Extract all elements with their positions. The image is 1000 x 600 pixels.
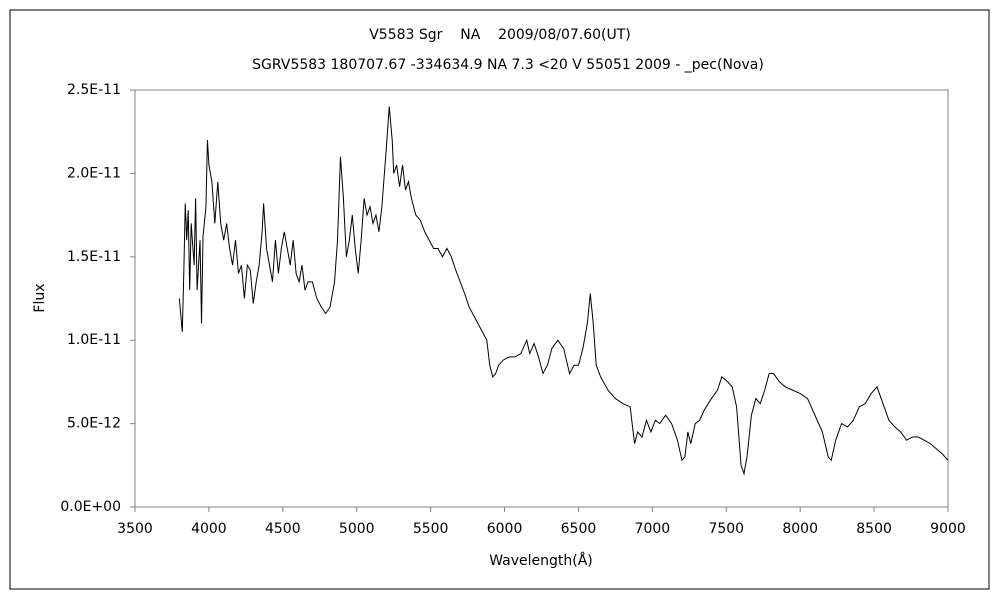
plot-area: [134, 89, 949, 508]
x-tick-label: 7000: [635, 521, 671, 537]
x-tick-label: 8500: [856, 521, 892, 537]
x-tick-label: 6500: [561, 521, 597, 537]
chart-title: V5583 Sgr NA 2009/08/07.60(UT): [369, 27, 631, 43]
x-tick-label: 4000: [191, 521, 227, 537]
x-tick-label: 5500: [413, 521, 449, 537]
y-tick-label: 0.0E+00: [60, 499, 121, 515]
x-tick-label: 3500: [117, 521, 153, 537]
x-tick-label: 4500: [265, 521, 301, 537]
y-axis-label: Flux: [32, 283, 48, 312]
y-tick-label: 2.5E-11: [67, 82, 121, 98]
spectrum-line: [178, 106, 949, 476]
x-tick-label: 7500: [708, 521, 744, 537]
x-tick-label: 8000: [782, 521, 818, 537]
x-tick-label: 6000: [487, 521, 523, 537]
x-axis-label: Wavelength(Å): [489, 552, 593, 569]
y-tick-label: 1.5E-11: [67, 249, 121, 265]
y-tick-label: 2.0E-11: [67, 165, 121, 181]
y-tick-label: 5.0E-12: [67, 416, 121, 432]
x-tick-label: 9000: [930, 521, 966, 537]
y-tick-label: 1.0E-11: [67, 332, 121, 348]
x-tick-label: 5000: [339, 521, 375, 537]
chart-subtitle: SGRV5583 180707.67 -334634.9 NA 7.3 <20 …: [252, 57, 764, 73]
